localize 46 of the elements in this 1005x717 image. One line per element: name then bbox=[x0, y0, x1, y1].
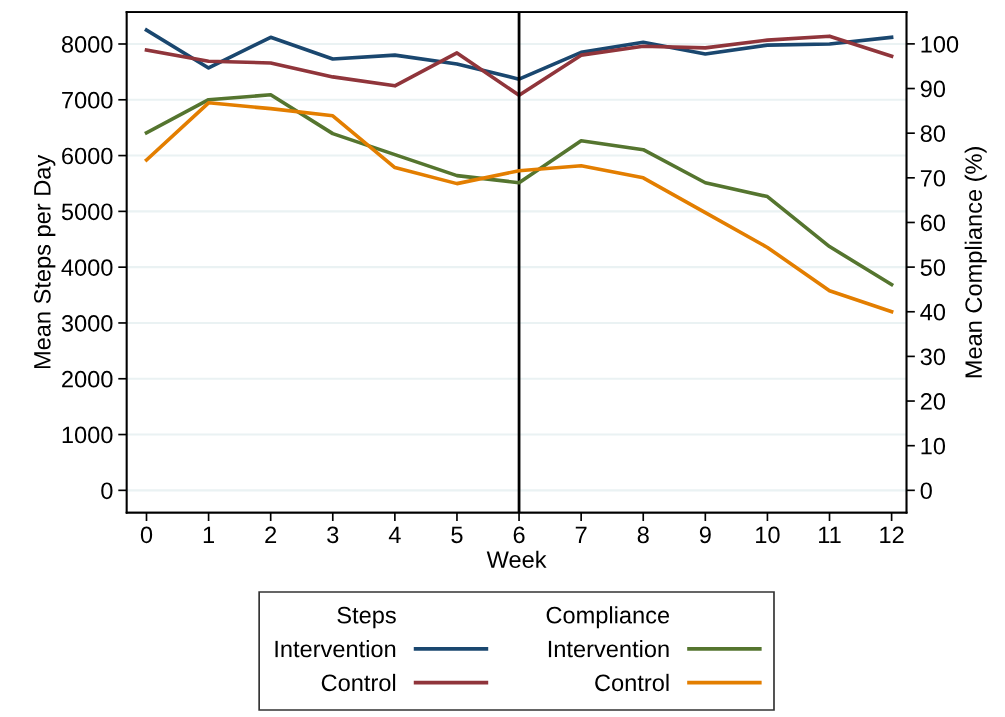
legend-label: Control bbox=[321, 673, 396, 692]
y-tick-label: 2000 bbox=[62, 370, 113, 388]
y-tick-label: 1000 bbox=[62, 426, 113, 444]
y-tick-label: 7000 bbox=[62, 91, 113, 109]
line-series bbox=[144, 28, 894, 81]
y-axis-title: Mean Steps per Day bbox=[33, 154, 56, 369]
y2-tick-label: 50 bbox=[920, 259, 946, 276]
y2-tick-label: 90 bbox=[920, 80, 946, 98]
y-tick-label: 4000 bbox=[61, 259, 113, 276]
y2-tick-label: 40 bbox=[920, 303, 946, 321]
y2-tick-label: 20 bbox=[920, 393, 946, 410]
y-tick-label: 8000 bbox=[61, 36, 113, 53]
legend-label: Intervention bbox=[548, 640, 669, 658]
legend-label: Intervention bbox=[275, 640, 396, 658]
y-tick-label: 3000 bbox=[61, 315, 113, 332]
x-tick-label: 11 bbox=[819, 526, 841, 543]
x-tick-label: 5 bbox=[451, 526, 463, 544]
line-series bbox=[144, 101, 894, 314]
line-series bbox=[144, 34, 894, 98]
x-tick-label: 7 bbox=[575, 526, 587, 543]
y2-tick-label: 30 bbox=[920, 348, 946, 366]
y2-tick-label: 10 bbox=[921, 437, 946, 455]
line-series bbox=[144, 92, 894, 287]
x-tick-label: 8 bbox=[637, 526, 649, 544]
y-tick-label: 5000 bbox=[61, 203, 113, 221]
x-tick-label: 0 bbox=[140, 526, 153, 544]
x-tick-label: 4 bbox=[388, 526, 401, 543]
x-tick-label: 2 bbox=[265, 526, 277, 543]
y2-tick-label: 100 bbox=[921, 35, 959, 53]
text: Compliance bbox=[546, 606, 670, 629]
y2-tick-label: 0 bbox=[920, 482, 932, 500]
x-tick-label: 12 bbox=[880, 526, 904, 543]
y-tick-label: 0 bbox=[101, 482, 113, 500]
legend-label: Control bbox=[595, 673, 669, 692]
y2-axis-title: Mean Compliance (%) bbox=[964, 147, 987, 378]
y2-tick-label: 80 bbox=[920, 125, 946, 142]
y2-tick-label: 60 bbox=[920, 214, 946, 232]
x-axis-title: Week bbox=[486, 550, 547, 568]
y2-tick-label: 70 bbox=[920, 169, 946, 187]
x-tick-label: 9 bbox=[699, 526, 711, 544]
x-tick-label: 6 bbox=[513, 526, 525, 544]
x-tick-label: 1 bbox=[203, 526, 215, 543]
text: Steps bbox=[337, 606, 396, 629]
y-tick-label: 6000 bbox=[62, 147, 113, 165]
x-tick-label: 3 bbox=[327, 526, 339, 544]
x-tick-label: 10 bbox=[756, 526, 780, 544]
